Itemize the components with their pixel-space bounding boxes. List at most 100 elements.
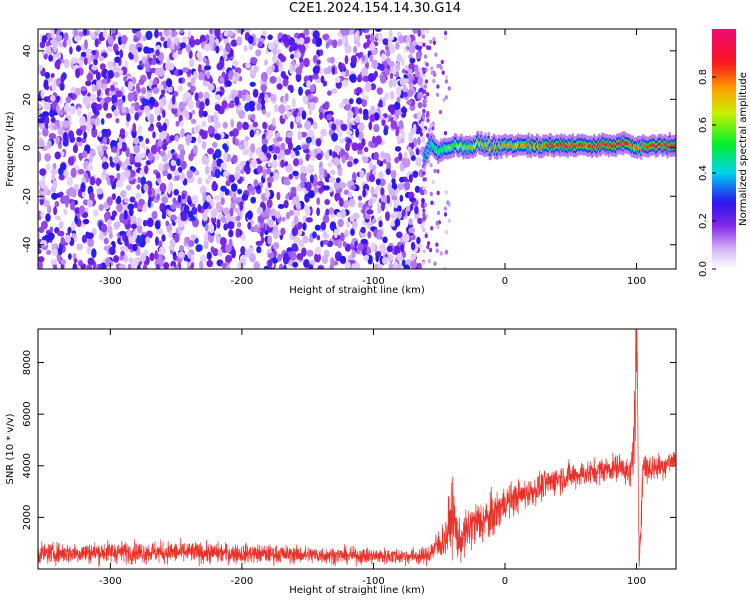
heatmap-cell — [98, 55, 104, 62]
heatmap-cell — [187, 30, 192, 39]
heatmap-cell — [192, 144, 198, 155]
heatmap-cell — [231, 93, 236, 100]
heatmap-cell — [345, 104, 352, 111]
heatmap-cell — [227, 102, 235, 109]
heatmap-cell — [429, 247, 433, 253]
heatmap-cell — [157, 67, 165, 77]
heatmap-cell — [127, 243, 134, 250]
heatmap-cell — [168, 62, 175, 71]
heatmap-cell — [90, 54, 95, 62]
heatmap-cell — [124, 197, 129, 204]
heatmap-cell — [368, 199, 373, 207]
heatmap-cell — [47, 232, 55, 241]
heatmap-cell — [86, 246, 91, 255]
heatmap-cell — [429, 39, 433, 44]
heatmap-cell — [124, 158, 130, 166]
heatmap-cell — [207, 174, 213, 180]
snr-xtick-label: -200 — [231, 576, 254, 587]
heatmap-xtick-label: -100 — [362, 276, 385, 287]
heatmap-cell — [394, 218, 401, 228]
heatmap-cell — [417, 41, 424, 47]
heatmap-cell — [648, 144, 651, 148]
heatmap-cell — [90, 32, 96, 39]
heatmap-cell — [187, 100, 195, 110]
heatmap-cell — [202, 56, 207, 63]
heatmap-cell — [163, 29, 169, 37]
heatmap-cell — [402, 84, 407, 93]
heatmap-cell — [54, 215, 61, 221]
heatmap-cell — [74, 207, 81, 214]
snr-xlabel: Height of straight line (km) — [289, 585, 425, 596]
heatmap-cell — [167, 184, 172, 195]
heatmap-cell — [85, 231, 90, 238]
heatmap-cell — [265, 98, 270, 104]
heatmap-cell — [438, 109, 443, 115]
heatmap-cell — [360, 226, 366, 234]
heatmap-cell — [380, 75, 387, 84]
heatmap-cell — [252, 88, 259, 98]
heatmap-cell — [219, 45, 223, 52]
heatmap-cell — [278, 65, 284, 72]
heatmap-cell — [166, 38, 171, 49]
heatmap-cell — [338, 61, 343, 71]
heatmap-ytick-label: 20 — [22, 93, 33, 106]
heatmap-cell — [286, 211, 290, 220]
heatmap-cell — [74, 87, 81, 96]
heatmap-cell — [109, 160, 114, 167]
heatmap-cell — [391, 195, 398, 201]
heatmap-cell — [402, 91, 408, 98]
heatmap-cell — [161, 213, 166, 220]
heatmap-cell — [38, 118, 45, 124]
heatmap-cell — [45, 163, 51, 171]
heatmap-cell — [286, 111, 292, 118]
heatmap-cell — [113, 255, 120, 263]
heatmap-cell — [99, 63, 106, 70]
heatmap-cell — [376, 230, 382, 240]
heatmap-cell — [341, 155, 346, 164]
heatmap-cell — [349, 98, 354, 105]
heatmap-cell — [76, 58, 81, 64]
heatmap-xtick-label: -200 — [231, 276, 254, 287]
heatmap-cell — [424, 67, 428, 73]
heatmap-cell — [243, 164, 248, 172]
heatmap-cell — [187, 210, 194, 218]
heatmap-cell — [50, 168, 58, 175]
heatmap-cell — [302, 222, 307, 231]
heatmap-cell — [334, 76, 341, 84]
heatmap-cell — [249, 68, 257, 76]
heatmap-cell — [46, 249, 52, 255]
heatmap-cell — [371, 242, 376, 252]
heatmap-cell — [407, 75, 412, 85]
heatmap-cell — [276, 136, 283, 142]
heatmap-xtick-label: 0 — [502, 276, 508, 287]
heatmap-ytick-label: -40 — [22, 237, 33, 253]
heatmap-cell — [129, 196, 136, 203]
heatmap-cell — [69, 201, 76, 211]
heatmap-cell — [111, 94, 118, 103]
heatmap-cell — [238, 104, 243, 111]
heatmap-cell — [436, 92, 440, 98]
heatmap-cell — [136, 83, 140, 92]
heatmap-cell — [183, 204, 190, 214]
heatmap-cell — [132, 137, 140, 145]
heatmap-cell — [67, 130, 75, 140]
heatmap-cell — [223, 207, 230, 216]
heatmap-cell — [280, 159, 285, 168]
heatmap-cell — [143, 183, 149, 192]
heatmap-cell — [272, 117, 276, 127]
heatmap-cell — [329, 264, 334, 269]
heatmap-cell — [214, 195, 221, 202]
heatmap-cell — [314, 252, 321, 263]
heatmap-cell — [447, 86, 451, 91]
heatmap-cell — [143, 46, 150, 54]
heatmap-cell — [410, 241, 416, 251]
heatmap-cell — [118, 263, 126, 269]
heatmap-cell — [256, 206, 264, 215]
heatmap-cell — [367, 231, 372, 239]
heatmap-cell — [38, 260, 43, 269]
heatmap-cell — [149, 47, 155, 53]
heatmap-cell — [445, 249, 449, 255]
heatmap-cell — [171, 41, 175, 51]
heatmap-cell — [225, 254, 233, 263]
heatmap-cell — [408, 174, 413, 183]
